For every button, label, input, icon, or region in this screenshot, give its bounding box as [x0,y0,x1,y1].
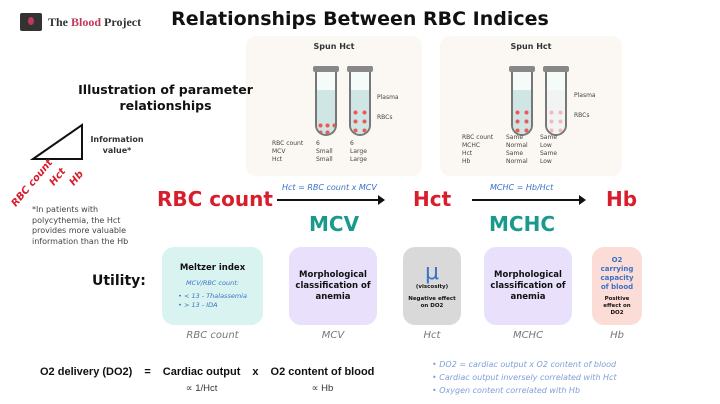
book-icon [20,13,42,31]
test-tube-normal-mchc [511,72,533,136]
information-triangle-icon [30,123,83,160]
tube-cap [347,66,373,72]
box-label-hct: Hct [423,330,441,341]
spun-hct-panel-mchc: Spun Hct Plasma RBCs RBC count Same Same M… [440,36,622,176]
rbcs-label: RBCs [377,114,393,121]
arrow-right-icon [277,195,385,205]
box-label-hb: Hb [610,330,624,341]
box-label-mchc: MCHC [512,330,544,341]
box-meltzer-index: Meltzer index MCV/RBC count: • < 13 - Th… [162,247,263,325]
panel-table: RBC count Same Same MCHC Normal Low Hct Same S… [462,134,558,165]
proportional-hb: ∝ Hb [311,383,334,394]
cardiac-output-term: Cardiac output [162,366,241,378]
box-hct-utility: μ (viscosity) Negative effect on DO2 [403,247,461,325]
test-tube-small-cells [315,72,337,136]
box-hb-utility: O2 carrying capacity of blood Positive e… [592,247,642,325]
panel-heading: Spun Hct [313,42,355,51]
times-sign: x [252,366,259,378]
test-tube-low-mchc [545,72,567,136]
plasma-label: Plasma [574,92,596,99]
panel-table: RBC count 6 6 MCV Small Large Hct Small Large [272,140,367,163]
proportional-hct: ∝ 1/Hct [185,383,218,394]
do2-notes: DO2 = cardiac output x O2 content of blo… [432,358,616,397]
hct-label: Hct [413,187,452,211]
information-value-label: Information value* [90,135,144,155]
blood-project-logo: The Blood Project [20,13,141,31]
rbcs-label: RBCs [574,112,590,119]
tube-cap [543,66,569,72]
o2-content-term: O2 content of blood [270,366,375,378]
test-tube-large-cells [349,72,371,136]
spun-hct-panel-mcv: Spun Hct Plasma RBCs RBC count 6 6 MCV Smal… [246,36,422,176]
page-title: Relationships Between RBC Indices [171,8,549,30]
box-mcv-utility: Morphological classification of anemia [289,247,377,325]
box-mchc-utility: Morphological classification of anemia [484,247,572,325]
viscosity-mu-icon: μ [425,260,439,285]
tube-cap [313,66,339,72]
plasma-label: Plasma [377,94,399,101]
mchc-equation: MCHC = Hb/Hct [490,183,554,192]
footnote: *In patients with polycythemia, the Hct … [32,205,129,246]
panel-heading: Spun Hct [510,42,552,51]
utility-label: Utility: [92,273,146,289]
mcv-label: MCV [309,212,360,236]
triangle-label-hb: Hb [67,169,86,188]
illustration-heading: Illustration of parameter relationships [78,82,253,113]
triangle-label-rbc: RBC count [9,157,56,209]
do2-equation: O2 delivery (DO2) = Cardiac output ∝ 1/H… [40,365,374,395]
rbc-count-label: RBC count [157,187,273,211]
box-label-rbc: RBC count [186,330,239,341]
tube-cap [509,66,535,72]
equals-sign: = [144,366,151,378]
arrow-right-icon [472,195,586,205]
do2-label: O2 delivery (DO2) [40,366,133,378]
hb-label: Hb [606,187,638,211]
box-label-mcv: MCV [321,330,345,341]
mchc-label: MCHC [489,212,555,236]
hct-equation: Hct = RBC count x MCV [282,183,377,192]
